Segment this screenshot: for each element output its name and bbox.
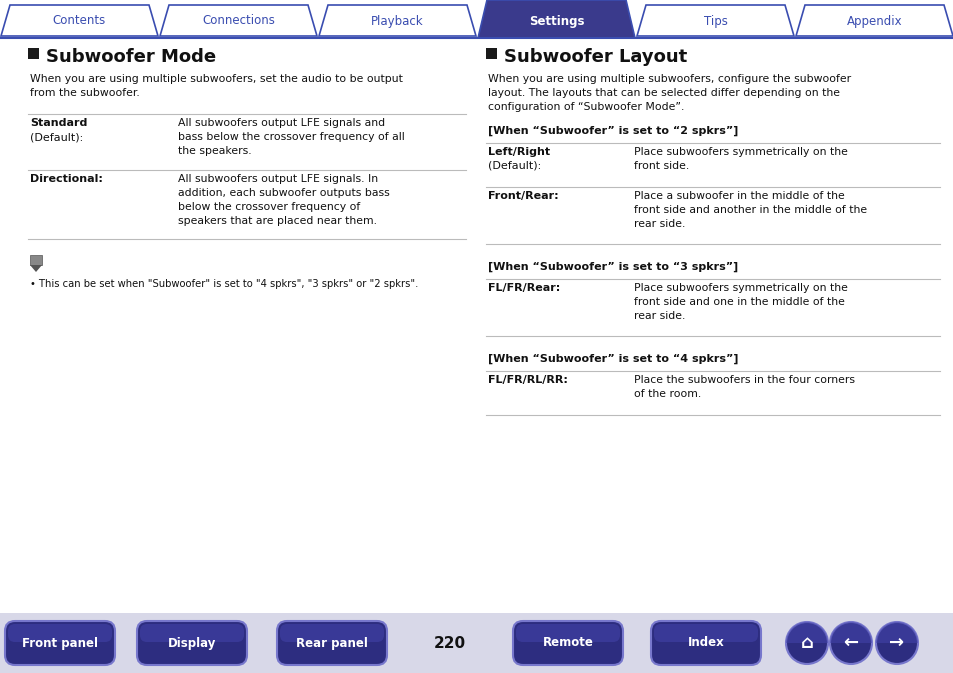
Text: [When “Subwoofer” is set to “4 spkrs”]: [When “Subwoofer” is set to “4 spkrs”] [488, 354, 738, 364]
Text: • This can be set when "Subwoofer" is set to "4 spkrs", "3 spkrs" or "2 spkrs".: • This can be set when "Subwoofer" is se… [30, 279, 418, 289]
Text: FL/FR/Rear:: FL/FR/Rear: [488, 283, 559, 293]
Text: Playback: Playback [371, 15, 423, 28]
Polygon shape [477, 0, 635, 38]
Text: Appendix: Appendix [846, 15, 902, 28]
Text: When you are using multiple subwoofers, set the audio to be output
from the subw: When you are using multiple subwoofers, … [30, 74, 402, 98]
Text: When you are using multiple subwoofers, configure the subwoofer
layout. The layo: When you are using multiple subwoofers, … [488, 74, 850, 112]
Text: Front panel: Front panel [22, 637, 98, 649]
FancyBboxPatch shape [516, 624, 619, 642]
Text: All subwoofers output LFE signals. In
addition, each subwoofer outputs bass
belo: All subwoofers output LFE signals. In ad… [178, 174, 390, 226]
FancyBboxPatch shape [650, 621, 760, 665]
Polygon shape [637, 5, 793, 36]
Text: All subwoofers output LFE signals and
bass below the crossover frequency of all
: All subwoofers output LFE signals and ba… [178, 118, 404, 156]
Text: Settings: Settings [528, 15, 583, 28]
Wedge shape [875, 622, 917, 643]
Text: Place a subwoofer in the middle of the
front side and another in the middle of t: Place a subwoofer in the middle of the f… [634, 191, 866, 229]
Polygon shape [795, 5, 952, 36]
Bar [28, 48, 39, 59]
Text: Standard: Standard [30, 118, 88, 128]
Text: 220: 220 [434, 635, 466, 651]
Circle shape [785, 622, 827, 664]
Text: Remote: Remote [542, 637, 593, 649]
Text: [When “Subwoofer” is set to “2 spkrs”]: [When “Subwoofer” is set to “2 spkrs”] [488, 126, 738, 136]
Text: [When “Subwoofer” is set to “3 spkrs”]: [When “Subwoofer” is set to “3 spkrs”] [488, 262, 738, 273]
Text: Connections: Connections [202, 15, 274, 28]
Text: →: → [888, 634, 903, 652]
Text: Subwoofer Layout: Subwoofer Layout [503, 48, 686, 66]
Bar [0, 613, 953, 673]
Text: Place subwoofers symmetrically on the
front side and one in the middle of the
re: Place subwoofers symmetrically on the fr… [634, 283, 847, 321]
Text: (Default):: (Default): [30, 132, 83, 142]
FancyBboxPatch shape [5, 621, 115, 665]
Circle shape [875, 622, 917, 664]
Wedge shape [829, 622, 871, 643]
Polygon shape [30, 265, 42, 272]
Text: (Default):: (Default): [488, 161, 540, 171]
Bar [485, 48, 497, 59]
Text: ←: ← [842, 634, 858, 652]
Text: Place the subwoofers in the four corners
of the room.: Place the subwoofers in the four corners… [634, 375, 854, 399]
FancyBboxPatch shape [280, 624, 384, 642]
Text: Front/Rear:: Front/Rear: [488, 191, 558, 201]
Text: Place subwoofers symmetrically on the
front side.: Place subwoofers symmetrically on the fr… [634, 147, 847, 171]
Wedge shape [785, 622, 827, 643]
FancyBboxPatch shape [137, 621, 247, 665]
FancyBboxPatch shape [654, 624, 758, 642]
Text: Contents: Contents [52, 15, 106, 28]
FancyBboxPatch shape [140, 624, 244, 642]
Text: Subwoofer Mode: Subwoofer Mode [46, 48, 216, 66]
Text: Directional:: Directional: [30, 174, 103, 184]
Text: ⌂: ⌂ [800, 634, 813, 652]
Text: FL/FR/RL/RR:: FL/FR/RL/RR: [488, 375, 567, 385]
Bar [30, 255, 42, 265]
Polygon shape [318, 5, 476, 36]
Polygon shape [1, 5, 158, 36]
Text: Tips: Tips [702, 15, 727, 28]
Text: Index: Index [687, 637, 723, 649]
Text: Left/Right: Left/Right [488, 147, 550, 157]
FancyBboxPatch shape [513, 621, 622, 665]
FancyBboxPatch shape [8, 624, 112, 642]
Polygon shape [160, 5, 316, 36]
FancyBboxPatch shape [276, 621, 387, 665]
Text: Rear panel: Rear panel [295, 637, 368, 649]
Circle shape [829, 622, 871, 664]
Text: Display: Display [168, 637, 216, 649]
